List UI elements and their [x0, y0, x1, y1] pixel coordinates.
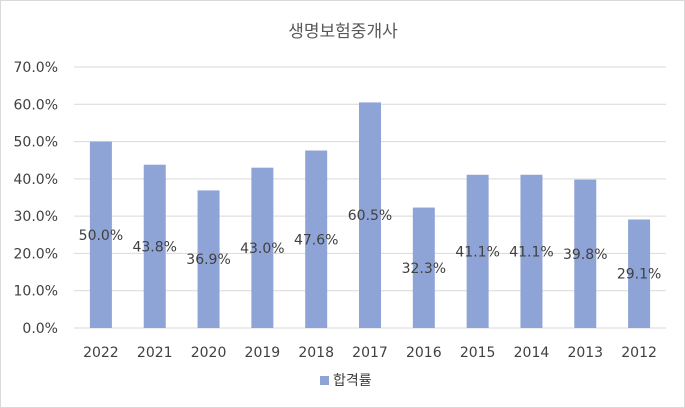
bars: [89, 102, 651, 329]
data-label: 32.3%: [402, 261, 446, 277]
data-label: 39.8%: [563, 247, 607, 263]
data-label: 41.1%: [455, 244, 499, 260]
legend-swatch: [320, 376, 329, 385]
bar: [305, 150, 328, 328]
legend-label: 합격률: [333, 373, 372, 389]
data-labels: 50.0% 43.8% 36.9% 43.0% 47.6% 60.5% 32.3% 41.1%…: [79, 208, 662, 283]
bar: [412, 207, 435, 328]
y-tick-label: 30.0%: [14, 209, 58, 225]
bar: [628, 219, 651, 328]
y-tick-label: 50.0%: [14, 135, 58, 151]
x-tick-label: 2019: [245, 345, 281, 361]
y-axis: 0.0% 10.0% 20.0% 30.0% 40.0% 50.0% 60.0% 70.0%: [14, 60, 58, 337]
chart-title: 생명보험중개사: [288, 22, 398, 42]
bar: [520, 174, 543, 328]
y-tick-label: 70.0%: [14, 60, 58, 76]
x-axis: 2022 2021 2020 2019 2018 2017 2016 2015 2014 2013…: [83, 345, 657, 361]
data-label: 50.0%: [79, 228, 123, 244]
data-label: 43.8%: [132, 239, 176, 255]
x-tick-label: 2018: [298, 345, 334, 361]
data-label: 43.0%: [240, 241, 284, 257]
bar: [143, 164, 166, 328]
x-tick-label: 2014: [514, 345, 550, 361]
y-tick-label: 20.0%: [14, 246, 58, 262]
legend: 합격률: [320, 373, 372, 389]
bar: [359, 102, 381, 329]
y-tick-label: 0.0%: [22, 321, 58, 337]
x-tick-label: 2022: [83, 345, 119, 361]
y-tick-label: 40.0%: [14, 172, 58, 188]
data-label: 41.1%: [509, 244, 553, 260]
bar: [251, 167, 274, 328]
data-label: 60.5%: [348, 208, 392, 224]
x-tick-label: 2021: [137, 345, 173, 361]
bar: [89, 141, 112, 328]
x-tick-label: 2013: [567, 345, 603, 361]
data-label: 29.1%: [617, 267, 661, 283]
y-tick-label: 10.0%: [14, 284, 58, 300]
x-tick-label: 2017: [352, 345, 388, 361]
x-tick-label: 2020: [191, 345, 227, 361]
x-tick-label: 2015: [460, 345, 496, 361]
bar: [574, 179, 597, 328]
data-label: 47.6%: [294, 232, 338, 248]
bar: [466, 174, 489, 328]
bar: [197, 190, 220, 328]
y-tick-label: 60.0%: [14, 97, 58, 113]
data-label: 36.9%: [186, 252, 230, 268]
x-tick-label: 2012: [621, 345, 657, 361]
x-tick-label: 2016: [406, 345, 442, 361]
